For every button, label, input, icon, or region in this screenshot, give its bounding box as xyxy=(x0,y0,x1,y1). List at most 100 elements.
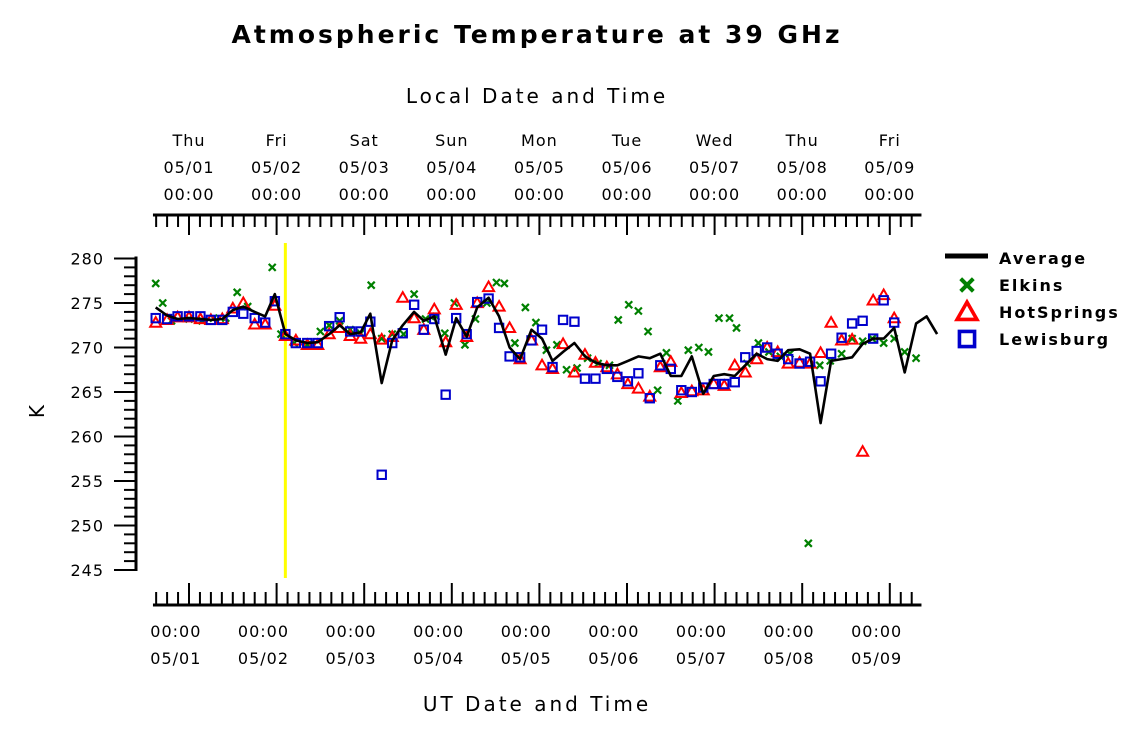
data-point-elkins-stroke xyxy=(911,353,921,363)
data-point-hotsprings xyxy=(844,331,860,345)
data-point-elkins xyxy=(714,313,724,323)
data-point-lewisburg xyxy=(227,306,239,318)
data-point-lewisburg xyxy=(846,318,858,329)
top-tick-date: 05/04 xyxy=(426,158,477,177)
data-point-elkins xyxy=(704,347,713,357)
data-point-hotsprings xyxy=(834,332,849,346)
data-point-lewisburg xyxy=(183,311,195,322)
bottom-tick-time: 00:00 xyxy=(501,622,552,641)
data-point-hotsprings xyxy=(406,310,422,324)
top-tick-day: Sat xyxy=(350,131,379,150)
top-tick-date: 05/01 xyxy=(163,158,214,177)
data-point-hotsprings xyxy=(823,315,839,328)
data-point-elkins xyxy=(521,303,530,312)
top-tick-time: 00:00 xyxy=(514,185,565,204)
data-point-lewisburg xyxy=(461,328,472,340)
data-point-elkins xyxy=(624,300,634,310)
data-point-lewisburg xyxy=(440,389,451,400)
data-point-lewisburg xyxy=(644,393,655,404)
top-tick-day: Fri xyxy=(879,131,901,150)
data-point-lewisburg xyxy=(782,353,794,365)
data-point-elkins xyxy=(492,278,501,287)
top-tick-time: 00:00 xyxy=(864,185,915,204)
data-point-lewisburg xyxy=(622,376,634,387)
data-point-hotsprings xyxy=(257,316,273,330)
data-point-hotsprings xyxy=(567,364,582,378)
data-point-elkins xyxy=(500,279,509,288)
data-point-elkins xyxy=(613,315,623,325)
data-point-hotsprings xyxy=(481,279,496,293)
bottom-tick-time: 00:00 xyxy=(413,622,464,641)
data-point-hotsprings xyxy=(813,345,828,358)
top-tick-day: Mon xyxy=(521,131,558,150)
data-point-hotsprings xyxy=(545,361,560,374)
data-point-lewisburg xyxy=(547,361,558,373)
data-point-elkins xyxy=(900,347,909,357)
data-point-elkins xyxy=(232,288,242,297)
data-point-lewisburg xyxy=(504,351,515,362)
data-point-elkins-stroke xyxy=(613,315,623,325)
top-tick-day: Tue xyxy=(611,131,642,150)
top-tick-time: 00:00 xyxy=(251,185,302,204)
top-tick-date: 05/03 xyxy=(339,158,390,177)
data-point-lewisburg xyxy=(569,316,580,327)
data-point-elkins xyxy=(662,348,671,358)
data-point-elkins xyxy=(440,328,450,338)
data-point-lewisburg xyxy=(761,342,773,353)
y-tick-label: 250 xyxy=(70,517,104,536)
data-point-elkins-stroke xyxy=(158,298,167,308)
data-point-elkins-stroke xyxy=(531,318,541,327)
data-point-hotsprings xyxy=(459,329,474,342)
data-point-hotsprings xyxy=(310,337,325,350)
data-point-lewisburg xyxy=(557,314,569,326)
bottom-tick-time: 00:00 xyxy=(676,622,727,641)
chart-title: Atmospheric Temperature at 39 GHz xyxy=(231,20,842,49)
bottom-axis-title: UT Date and Time xyxy=(423,692,651,716)
top-tick-date: 05/09 xyxy=(864,158,915,177)
data-point-elkins-stroke xyxy=(409,289,419,299)
data-point-lewisburg xyxy=(579,373,591,384)
top-tick-date: 05/05 xyxy=(514,158,565,177)
data-point-lewisburg xyxy=(514,352,526,363)
data-point-elkins xyxy=(673,396,683,406)
data-point-elkins xyxy=(804,539,813,548)
top-tick-time: 00:00 xyxy=(426,185,477,204)
top-tick-time: 00:00 xyxy=(163,185,214,204)
data-point-elkins-stroke xyxy=(684,345,693,355)
data-point-lewisburg xyxy=(836,332,847,343)
data-point-lewisburg xyxy=(825,348,837,359)
top-tick-date: 05/02 xyxy=(251,158,302,177)
data-point-hotsprings xyxy=(770,344,785,358)
data-point-elkins-stroke xyxy=(754,338,763,348)
data-point-lewisburg xyxy=(355,326,366,337)
data-point-hotsprings xyxy=(727,357,742,371)
legend-label-hotsprings: HotSprings xyxy=(999,303,1120,322)
data-point-elkins-stroke xyxy=(732,323,741,333)
top-tick-day: Wed xyxy=(696,131,734,150)
data-point-elkins-stroke xyxy=(460,340,470,350)
legend-label-elkins: Elkins xyxy=(999,276,1064,295)
data-point-elkins xyxy=(460,340,470,350)
data-point-elkins xyxy=(653,385,662,395)
data-point-hotsprings xyxy=(749,351,764,365)
data-point-elkins-stroke xyxy=(804,539,813,548)
data-point-elkins-stroke xyxy=(694,343,704,352)
data-point-hotsprings xyxy=(738,364,753,378)
data-point-hotsprings xyxy=(717,378,732,391)
data-point-lewisburg xyxy=(590,373,601,384)
data-point-lewisburg xyxy=(794,358,805,369)
top-tick-date: 05/07 xyxy=(689,158,740,177)
data-point-elkins-stroke xyxy=(879,338,888,348)
data-point-elkins-stroke xyxy=(440,328,450,338)
data-point-lewisburg xyxy=(376,469,387,480)
data-point-hotsprings xyxy=(512,351,528,365)
y-axis-title: K xyxy=(25,402,49,418)
data-point-elkins xyxy=(643,327,653,336)
data-point-lewisburg xyxy=(483,293,494,304)
y-tick-label: 245 xyxy=(70,561,104,580)
data-point-elkins xyxy=(316,327,325,336)
data-point-hotsprings xyxy=(663,354,679,367)
data-point-elkins-stroke xyxy=(624,300,634,310)
data-point-elkins xyxy=(815,361,824,370)
